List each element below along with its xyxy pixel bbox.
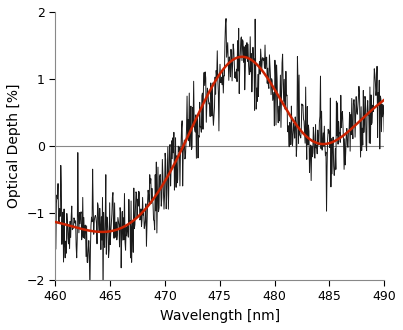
X-axis label: Wavelength [nm]: Wavelength [nm] [160,309,280,323]
Y-axis label: Optical Depth [%]: Optical Depth [%] [7,84,21,208]
